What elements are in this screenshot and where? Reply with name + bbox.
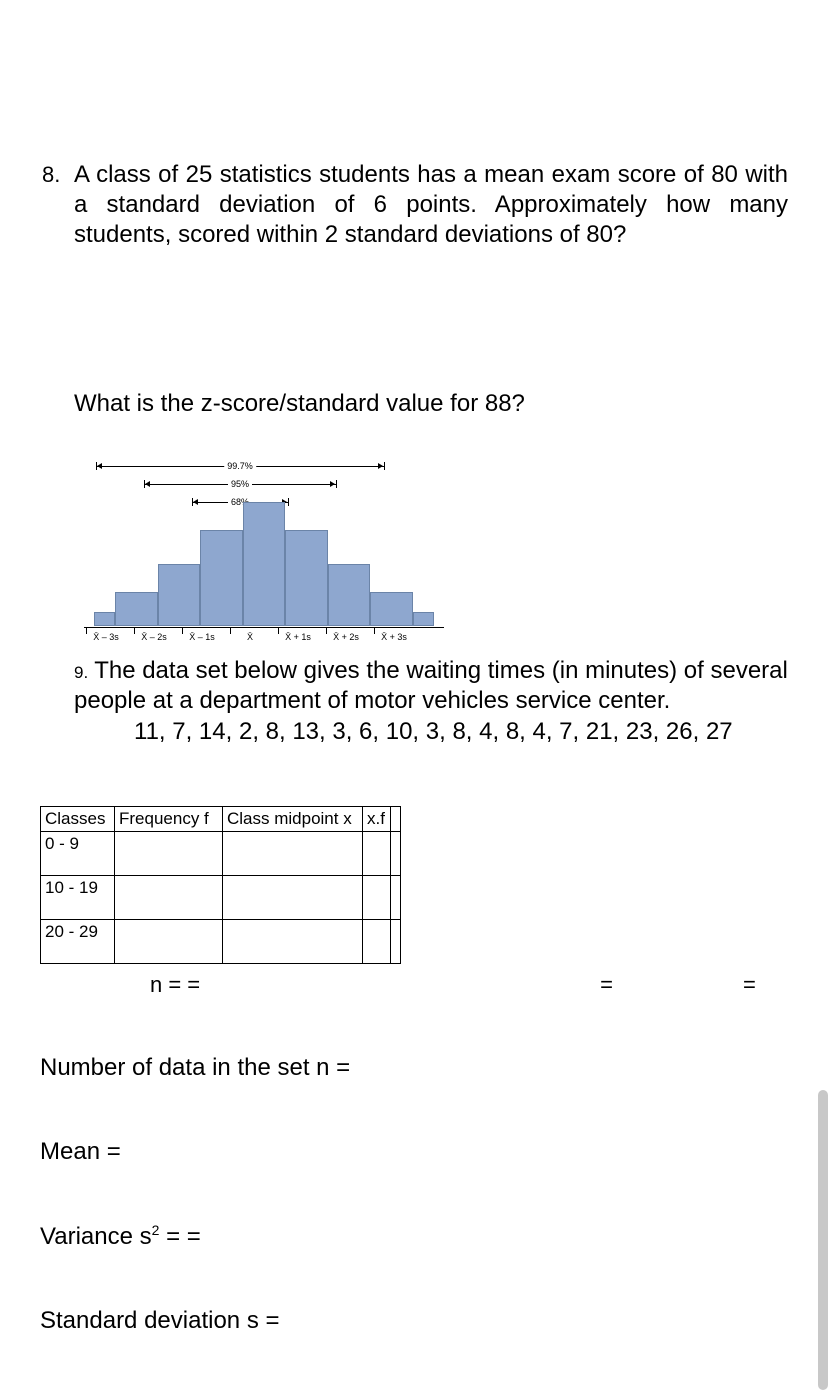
axis-label: X̄ + 1s [285, 632, 311, 642]
question-8-number: 8. [42, 162, 60, 188]
question-9-dataset: 11, 7, 14, 2, 8, 13, 3, 6, 10, 3, 8, 4, … [74, 718, 788, 746]
table-cell [363, 876, 391, 920]
variance-prefix: Variance s [40, 1223, 152, 1250]
question-9-body: The data set below gives the waiting tim… [74, 657, 788, 714]
table-header: x.f [363, 807, 391, 832]
table-cell [115, 920, 223, 964]
histogram-bar [370, 592, 412, 626]
variance-line: Variance s2 = = [40, 1222, 788, 1251]
table-cell [363, 832, 391, 876]
table-cell [223, 876, 363, 920]
question-9-text: 9.The data set below gives the waiting t… [74, 656, 788, 716]
table-header [391, 807, 401, 832]
table-cell [391, 920, 401, 964]
histogram-bar [94, 612, 115, 626]
histogram-bar [200, 530, 242, 626]
axis-label: X̄ + 3s [381, 632, 407, 642]
number-of-data-line: Number of data in the set n = [40, 1054, 788, 1082]
range-label: 95% [228, 479, 252, 489]
table-cell [223, 920, 363, 964]
axis-label: X̄ – 1s [189, 632, 215, 642]
axis-label: X̄ – 3s [93, 632, 119, 642]
question-8-text: A class of 25 statistics students has a … [74, 160, 788, 250]
histogram-bar [115, 592, 157, 626]
n-equals: n = = [150, 972, 200, 998]
axis-label: X̄ + 2s [333, 632, 359, 642]
histogram-bar [158, 564, 200, 626]
table-header: Classes [41, 807, 115, 832]
table-cell [115, 832, 223, 876]
frequency-table: ClassesFrequency fClass midpoint xx.f 0 … [40, 806, 401, 964]
table-cell [391, 876, 401, 920]
standard-deviation-line: Standard deviation s = [40, 1307, 788, 1335]
table-header: Class midpoint x [223, 807, 363, 832]
question-8-subquestion: What is the z-score/standard value for 8… [74, 390, 788, 418]
histogram-bar [285, 530, 327, 626]
question-9-number: 9. [74, 663, 88, 682]
mean-line: Mean = [40, 1138, 788, 1166]
axis-label: X̄ [247, 632, 253, 642]
table-cell [223, 832, 363, 876]
equation-row: n = = = = [40, 972, 788, 998]
table-cell [391, 832, 401, 876]
table-cell [363, 920, 391, 964]
range-label: 99.7% [224, 461, 256, 471]
table-row: 20 - 29 [41, 920, 401, 964]
equals-mid: = [600, 972, 613, 998]
table-header: Frequency f [115, 807, 223, 832]
table-cell: 20 - 29 [41, 920, 115, 964]
histogram-bar [413, 612, 434, 626]
table-cell: 0 - 9 [41, 832, 115, 876]
histogram-bar [328, 564, 370, 626]
table-cell [115, 876, 223, 920]
axis-label: X̄ – 2s [141, 632, 167, 642]
vertical-scrollbar[interactable] [818, 1090, 828, 1390]
table-cell: 10 - 19 [41, 876, 115, 920]
table-row: 0 - 9 [41, 832, 401, 876]
equals-right: = [743, 972, 756, 998]
histogram-bar [243, 502, 285, 626]
normal-distribution-chart: 99.7%95%68% X̄ – 3sX̄ – 2sX̄ – 1sX̄X̄ + … [74, 448, 454, 648]
table-row: 10 - 19 [41, 876, 401, 920]
variance-suffix: = = [159, 1223, 200, 1250]
